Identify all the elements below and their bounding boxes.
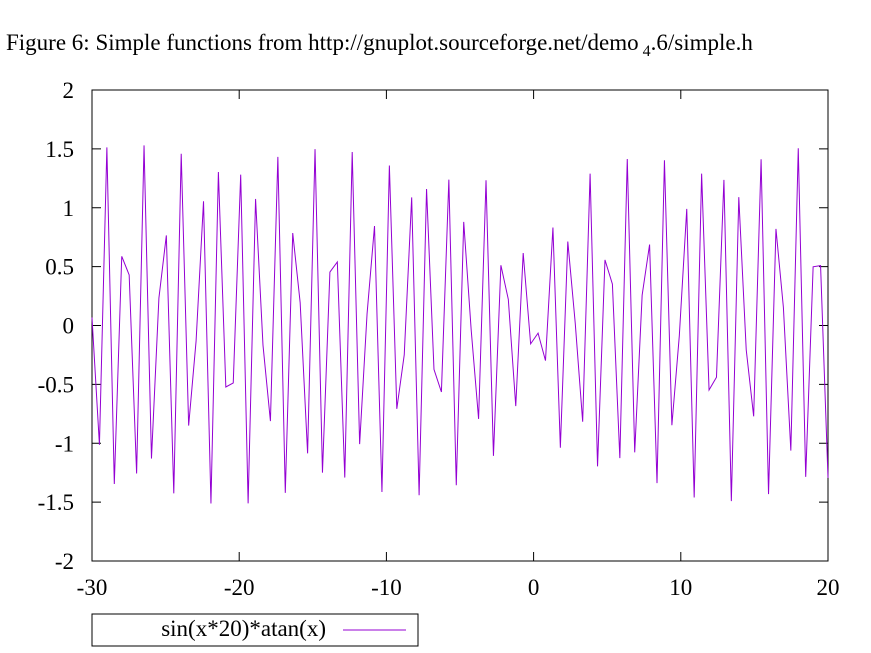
y-tick-label: 1.5 — [45, 137, 74, 162]
chart-title: Figure 6: Simple functions from http://g… — [6, 30, 753, 60]
y-tick-label: 1 — [63, 196, 75, 221]
x-tick-label: 10 — [669, 575, 692, 600]
y-tick-label: -2 — [55, 549, 74, 574]
chart-title-end: .6/simple.h — [651, 30, 754, 55]
y-tick-label: 0.5 — [45, 255, 74, 280]
legend-label: sin(x*20)*atan(x) — [161, 616, 326, 641]
x-tick-label: 0 — [528, 575, 540, 600]
legend: sin(x*20)*atan(x) — [91, 613, 419, 647]
plot-frame — [91, 89, 829, 562]
legend-box — [91, 613, 419, 647]
y-tick-label: 0 — [63, 314, 75, 339]
y-tick-label: 2 — [63, 78, 75, 103]
chart-title-main: Figure 6: Simple functions from http://g… — [6, 30, 639, 55]
y-tick-label: -1.5 — [38, 490, 74, 515]
y-tick-label: -1 — [55, 431, 74, 456]
x-tick-label: -10 — [371, 575, 402, 600]
x-tick-label: -20 — [224, 575, 255, 600]
x-tick-label: -30 — [77, 575, 108, 600]
series-line-sin-atan — [91, 145, 829, 504]
x-axis-ticks: -30 -20 -10 0 10 20 — [77, 90, 840, 600]
y-tick-label: -0.5 — [38, 372, 74, 397]
y-axis-ticks: -2 -1.5 -1 -0.5 0 0.5 1 1.5 2 — [38, 78, 828, 574]
chart-title-subscript: 4 — [643, 43, 651, 60]
x-tick-label: 20 — [817, 575, 840, 600]
